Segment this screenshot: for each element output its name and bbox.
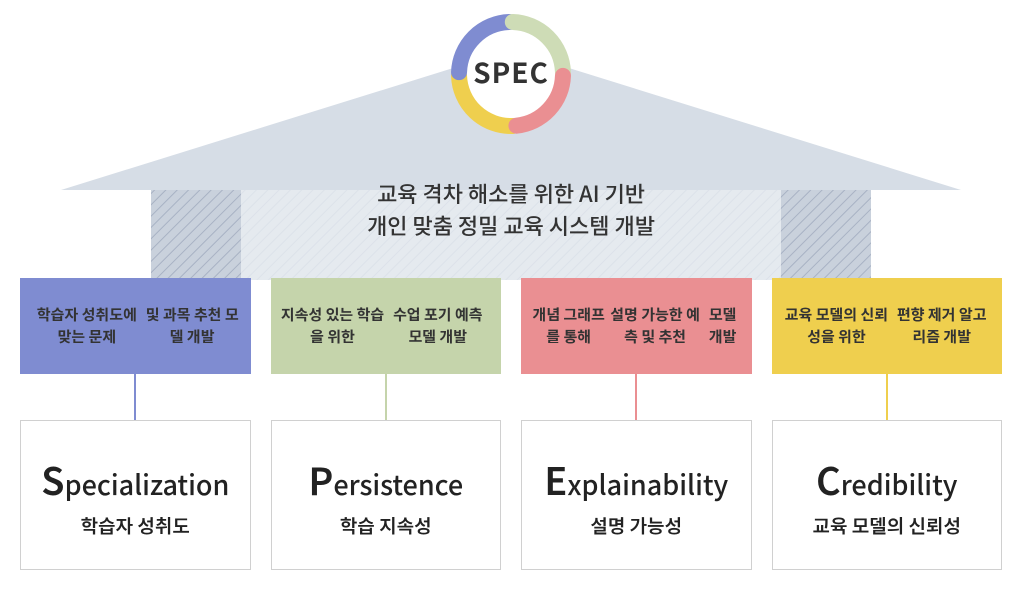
bottom-sub-persistence: 학습 지속성 [340,512,432,539]
spec-label: SPEC [473,52,549,92]
top-card-credibility: 교육 모델의 신뢰성을 위한편향 제거 알고리즘 개발 [772,278,1003,374]
top-card-line: 및 과목 추천 모델 개발 [144,304,241,349]
bottom-initial: P [308,451,333,506]
top-card-line: 설명 가능한 예측 및 추천 [606,304,703,349]
top-card-line: 개념 그래프를 통해 [531,304,606,349]
bottom-sub-credibility: 교육 모델의 신뢰성 [813,512,961,539]
bottom-card-persistence: Persistence 학습 지속성 [271,420,502,570]
bottom-card-credibility: Credibility 교육 모델의 신뢰성 [772,420,1003,570]
top-card-line: 교육 모델의 신뢰성을 위한 [782,304,892,349]
column-persistence: 지속성 있는 학습을 위한수업 포기 예측 모델 개발 Persistence 학습… [271,278,502,570]
banner-line-1: 교육 격차 해소를 위한 AI 기반 [377,177,645,209]
diagram-canvas: SPEC 교육 격차 해소를 위한 AI 기반 개인 맞춤 정밀 교육 시스템 … [0,0,1022,612]
column-specialization: 학습자 성취도에 맞는 문제및 과목 추천 모델 개발 Specializatio… [20,278,251,570]
top-card-line: 모델 개발 [704,304,742,349]
bottom-rest: ersistence [333,464,463,503]
bottom-initial: E [544,451,567,506]
connector-persistence [385,374,387,420]
bottom-card-explainability: Explainability 설명 가능성 [521,420,752,570]
bottom-initial: S [41,451,64,506]
columns-row: 학습자 성취도에 맞는 문제및 과목 추천 모델 개발 Specializatio… [20,278,1002,570]
bottom-rest: xplainability [567,464,728,503]
bottom-sub-explainability: 설명 가능성 [590,512,682,539]
column-credibility: 교육 모델의 신뢰성을 위한편향 제거 알고리즘 개발 Credibility 교육… [772,278,1003,570]
bottom-rest: redibility [841,464,958,503]
top-card-line: 지속성 있는 학습을 위한 [281,304,385,349]
bottom-title-credibility: Credibility [816,451,957,506]
connector-specialization [134,374,136,420]
bottom-title-specialization: Specialization [41,451,229,506]
bottom-title-persistence: Persistence [308,451,463,506]
top-card-explainability: 개념 그래프를 통해설명 가능한 예측 및 추천모델 개발 [521,278,752,374]
bottom-title-explainability: Explainability [544,451,728,506]
bottom-initial: C [816,451,841,506]
top-card-line: 편향 제거 알고리즘 개발 [891,304,992,349]
bottom-card-specialization: Specialization 학습자 성취도 [20,420,251,570]
connector-credibility [886,374,888,420]
top-card-line: 학습자 성취도에 맞는 문제 [30,304,144,349]
column-explainability: 개념 그래프를 통해설명 가능한 예측 및 추천모델 개발 Explainabil… [521,278,752,570]
top-card-persistence: 지속성 있는 학습을 위한수업 포기 예측 모델 개발 [271,278,502,374]
connector-explainability [635,374,637,420]
bottom-rest: pecialization [65,464,230,503]
main-banner: 교육 격차 해소를 위한 AI 기반 개인 맞춤 정밀 교육 시스템 개발 [231,178,791,242]
top-card-specialization: 학습자 성취도에 맞는 문제및 과목 추천 모델 개발 [20,278,251,374]
bottom-sub-specialization: 학습자 성취도 [81,512,190,539]
banner-line-2: 개인 맞춤 정밀 교육 시스템 개발 [367,209,655,241]
top-card-line: 수업 포기 예측 모델 개발 [385,304,491,349]
